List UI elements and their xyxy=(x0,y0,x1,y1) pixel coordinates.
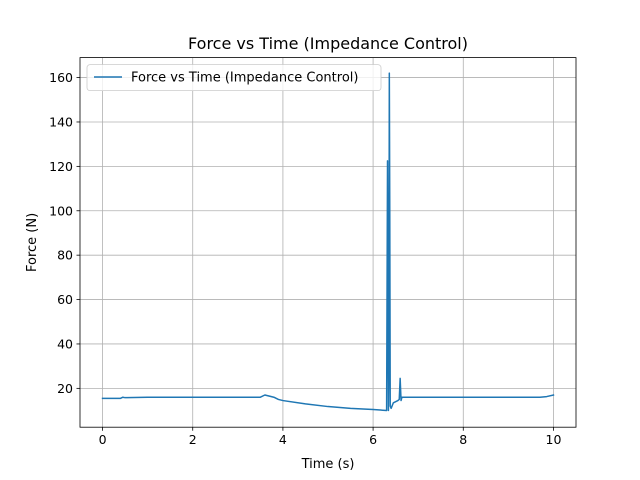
x-axis: 0 2 4 6 8 10 xyxy=(99,427,562,447)
y-tick-label: 100 xyxy=(49,203,73,218)
y-tick-label: 160 xyxy=(49,70,73,85)
y-tick-label: 40 xyxy=(57,336,73,351)
chart-title: Force vs Time (Impedance Control) xyxy=(188,34,468,53)
y-axis-label: Force (N) xyxy=(25,213,40,272)
y-tick-label: 120 xyxy=(49,159,73,174)
x-tick-label: 0 xyxy=(99,432,107,447)
x-tick-label: 2 xyxy=(189,432,197,447)
axes-frame xyxy=(79,57,577,428)
series-layer xyxy=(101,72,555,412)
x-tick-label: 10 xyxy=(546,432,562,447)
legend: Force vs Time (Impedance Control) xyxy=(86,64,382,91)
legend-box xyxy=(86,64,382,91)
x-tick-label: 6 xyxy=(369,432,377,447)
x-tick-label: 4 xyxy=(279,432,287,447)
y-tick-label: 140 xyxy=(49,114,73,129)
y-tick-label: 20 xyxy=(57,381,73,396)
series-line xyxy=(101,72,555,412)
x-axis-label: Time (s) xyxy=(301,457,355,472)
x-tick-label: 8 xyxy=(459,432,467,447)
y-tick-label: 80 xyxy=(57,248,73,263)
y-axis: 20 40 60 80 100 120 140 160 xyxy=(49,70,80,396)
y-tick-label: 60 xyxy=(57,292,73,307)
legend-label: Force vs Time (Impedance Control) xyxy=(131,71,358,86)
